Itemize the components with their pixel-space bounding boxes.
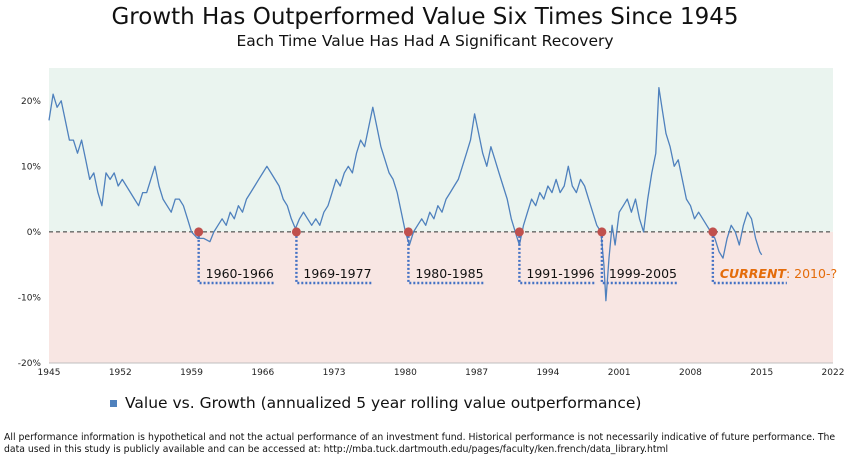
series-line	[48, 87, 763, 302]
period-label: 1969-1977	[303, 266, 371, 281]
period-bracket	[518, 231, 596, 285]
period-marker	[403, 227, 413, 237]
x-tick-label: 1945	[38, 368, 61, 378]
period-bracket	[407, 231, 485, 285]
period-label: 1960-1966	[206, 266, 274, 281]
chart-subtitle: Each Time Value Has Had A Significant Re…	[236, 32, 614, 50]
period-label: 1999-2005	[609, 266, 677, 281]
period-marker	[194, 227, 204, 237]
x-tick-label: 2022	[822, 368, 845, 378]
period-label: 1980-1985	[415, 266, 483, 281]
chart-title: Growth Has Outperformed Value Six Times …	[111, 4, 739, 30]
y-tick-label: -20%	[18, 359, 42, 369]
period-label: CURRENT: 2010-?	[720, 266, 837, 281]
period-marker	[597, 227, 607, 237]
x-tick-label: 2001	[608, 368, 631, 378]
footnote: All performance information is hypotheti…	[4, 432, 836, 455]
x-tick-label: 1987	[465, 368, 488, 378]
period-marker	[514, 227, 524, 237]
period-bracket	[295, 231, 373, 285]
x-tick-label: 1980	[394, 368, 417, 378]
negative-band	[49, 231, 833, 363]
y-tick-label: 10%	[21, 162, 41, 172]
y-tick-label: -10%	[18, 293, 42, 303]
x-tick-label: 2015	[750, 368, 773, 378]
y-tick-label: 20%	[21, 97, 41, 107]
legend: Value vs. Growth (annualized 5 year roll…	[110, 393, 641, 413]
positive-band	[49, 68, 833, 232]
period-bracket	[197, 231, 275, 285]
period-bracket	[600, 231, 678, 285]
period-label: 1991-1996	[526, 266, 594, 281]
x-tick-label: 2008	[679, 368, 702, 378]
period-marker	[291, 227, 301, 237]
x-tick-label: 1966	[251, 368, 274, 378]
x-tick-label: 1973	[323, 368, 346, 378]
x-tick-label: 1994	[536, 368, 559, 378]
legend-swatch	[110, 399, 117, 407]
x-tick-label: 1952	[109, 368, 132, 378]
x-tick-label: 1959	[180, 368, 203, 378]
period-bracket	[711, 231, 787, 285]
y-tick-label: 0%	[27, 228, 42, 238]
period-marker	[708, 227, 718, 237]
legend-label: Value vs. Growth (annualized 5 year roll…	[125, 394, 642, 412]
